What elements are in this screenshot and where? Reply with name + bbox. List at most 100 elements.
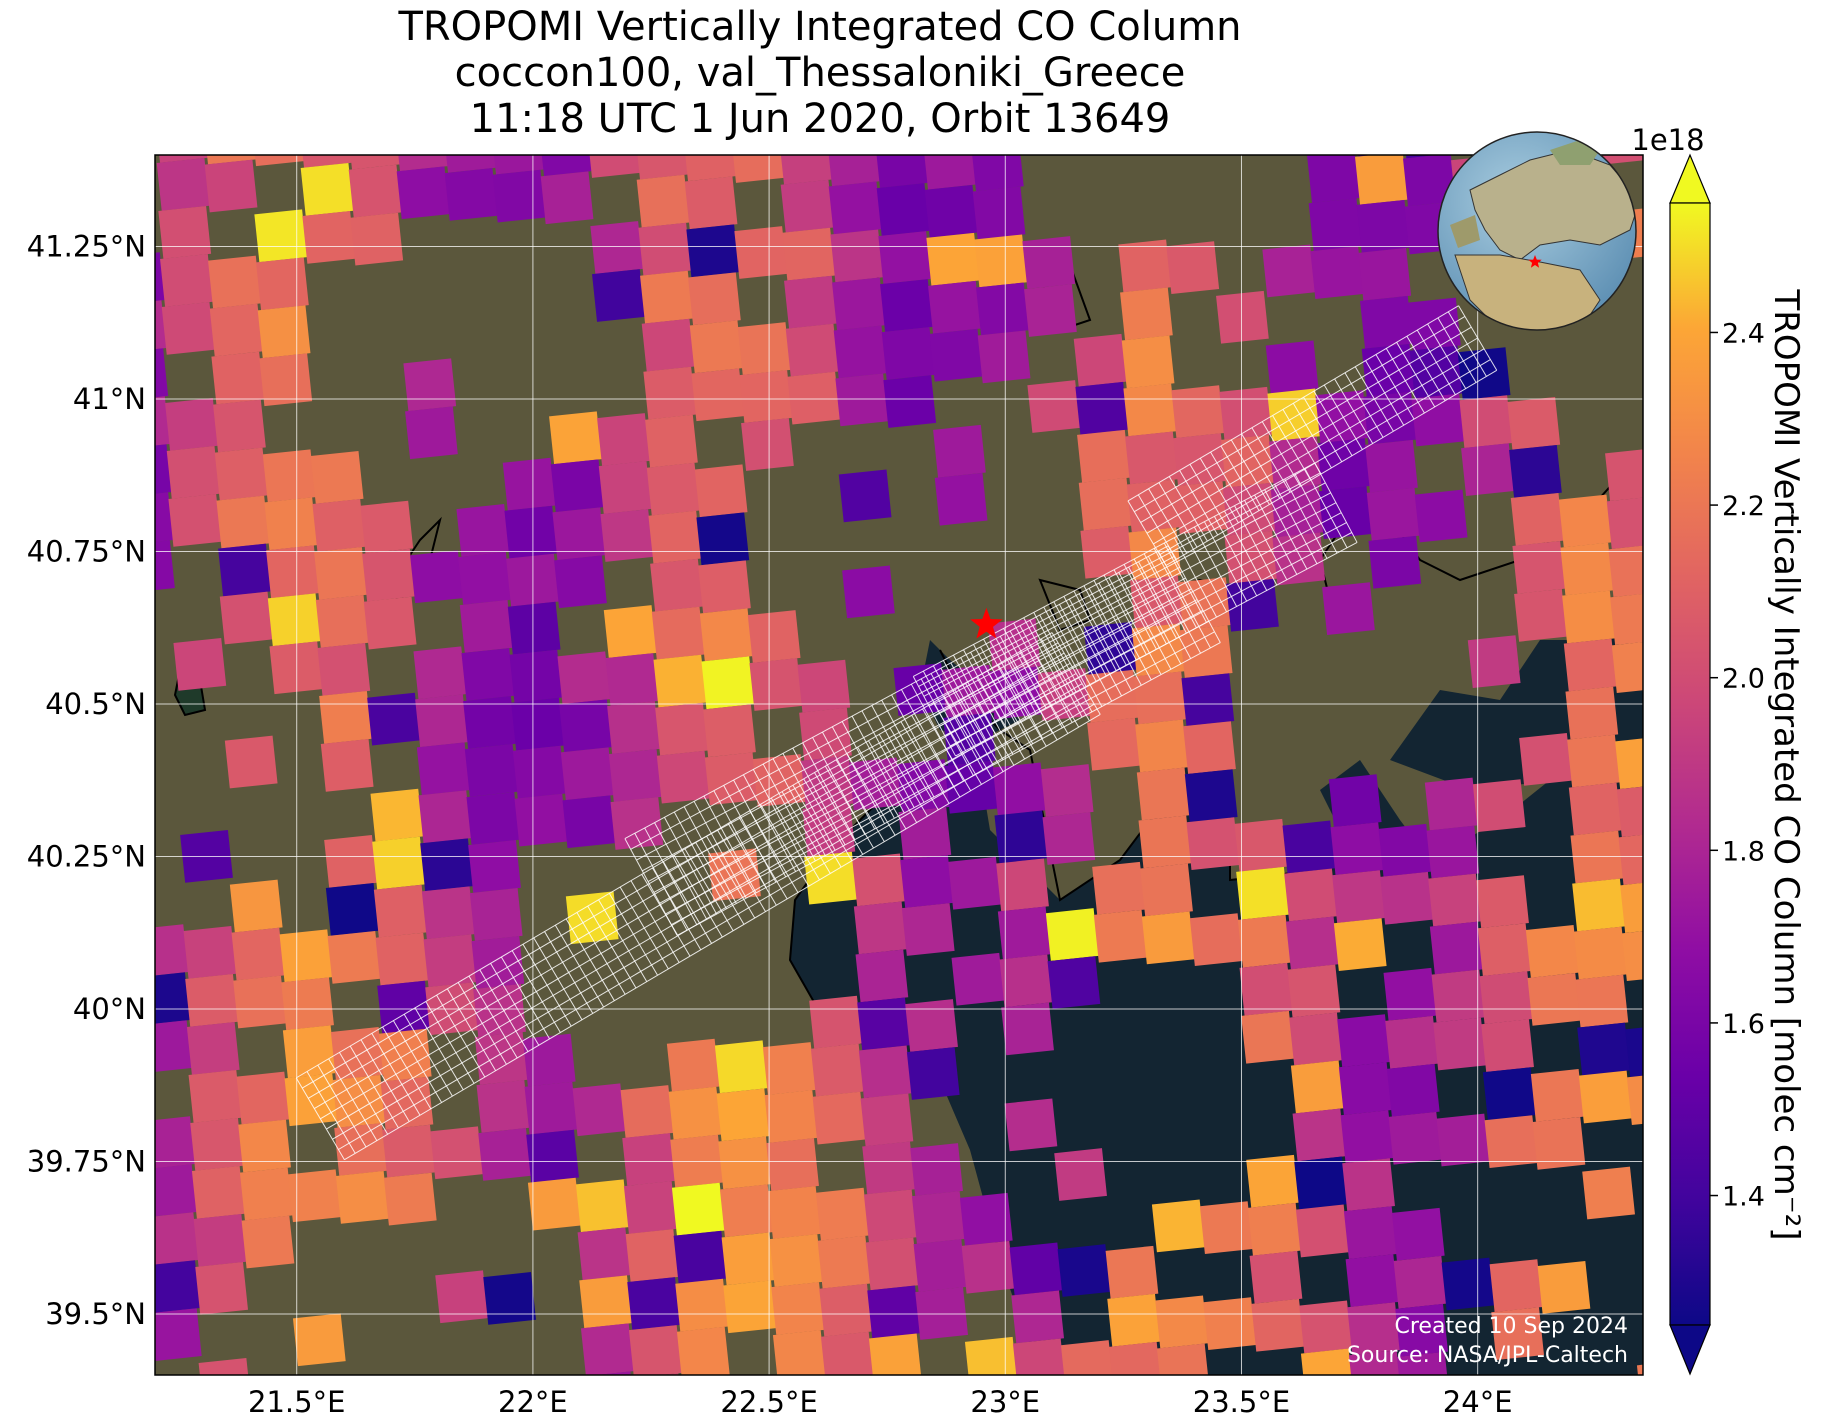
- footprint-line: [762, 763, 816, 862]
- co-pixel: [767, 1186, 821, 1239]
- co-pixel: [608, 749, 662, 802]
- co-pixel: [155, 300, 167, 354]
- co-pixel: [1457, 347, 1511, 401]
- co-pixel: [1388, 1111, 1442, 1165]
- co-pixel: [1610, 592, 1643, 646]
- lon-tick-label: 23°E: [970, 1385, 1040, 1419]
- co-pixel: [213, 399, 266, 453]
- co-pixel: [577, 1227, 631, 1281]
- footprint-line: [960, 657, 1014, 755]
- co-pixel: [1282, 820, 1336, 874]
- colorbar-gradient: [1669, 202, 1711, 1326]
- co-pixel: [598, 461, 652, 514]
- footprint-line: [634, 833, 688, 931]
- co-pixel: [749, 658, 803, 711]
- co-pixel: [559, 699, 612, 753]
- co-pixel: [557, 651, 611, 705]
- co-pixel: [716, 1088, 770, 1142]
- co-pixel: [976, 282, 1029, 336]
- co-pixel: [1403, 155, 1456, 207]
- co-pixel: [605, 653, 659, 706]
- co-pixel: [1075, 381, 1129, 435]
- co-pixel: [1360, 295, 1413, 349]
- co-pixel: [473, 984, 526, 1037]
- lat-tick-label: 41.25°N: [27, 230, 146, 264]
- co-pixel: [1615, 736, 1643, 790]
- footprint-line: [812, 737, 866, 835]
- co-pixel: [218, 543, 271, 597]
- co-pixel: [1332, 870, 1385, 923]
- footprint-line: [683, 806, 737, 904]
- footprint-line: [308, 652, 1065, 1099]
- co-pixel: [1575, 974, 1629, 1028]
- coccon-footprint-grid: [295, 305, 1498, 1161]
- co-pixel: [640, 270, 693, 324]
- co-pixel: [1078, 477, 1132, 531]
- co-pixel: [812, 1091, 866, 1145]
- co-pixel: [1568, 782, 1622, 836]
- co-pixel: [1004, 1098, 1058, 1152]
- co-pixel: [827, 155, 880, 187]
- title-line-1: TROPOMI Vertically Integrated CO Column: [398, 4, 1242, 50]
- co-pixel: [166, 445, 220, 499]
- co-pixel: [373, 884, 427, 938]
- co-pixel: [852, 853, 905, 907]
- co-pixel: [185, 973, 238, 1027]
- co-pixel: [239, 1167, 293, 1221]
- co-pixel: [1343, 1206, 1397, 1259]
- footprint-line: [703, 795, 757, 894]
- co-pixel: [186, 1021, 240, 1075]
- co-pixel: [881, 327, 935, 380]
- co-pixel: [330, 1027, 384, 1080]
- co-pixel: [554, 555, 607, 609]
- co-pixel: [1347, 1302, 1401, 1355]
- co-pixel: [1317, 438, 1370, 491]
- co-pixel: [714, 1040, 768, 1094]
- colorbar: 1.4 1.6 1.8 2.0 2.2 2.4 1e18 TROPOMI Vertical…: [1631, 123, 1806, 1376]
- co-pixel: [898, 807, 952, 860]
- footprint-line: [940, 667, 994, 766]
- co-pixel: [1221, 434, 1274, 488]
- co-pixel: [266, 545, 319, 599]
- co-pixel: [636, 174, 690, 228]
- title-line-2: coccon100, val_Thessaloniki_Greece: [454, 50, 1186, 96]
- co-pixel: [458, 552, 511, 605]
- co-pixel: [1027, 380, 1081, 433]
- co-pixel: [1009, 1242, 1063, 1296]
- co-pixel: [395, 155, 448, 172]
- co-pixel: [607, 701, 660, 754]
- co-pixel: [317, 643, 371, 696]
- co-pixel: [656, 750, 710, 804]
- co-pixel: [1294, 1156, 1347, 1210]
- co-pixel: [688, 272, 741, 326]
- co-pixel: [842, 565, 895, 619]
- co-pixel: [1184, 769, 1238, 822]
- co-pixel: [1299, 1300, 1353, 1354]
- co-pixel: [327, 931, 381, 984]
- co-pixel: [1527, 972, 1581, 1026]
- co-pixel: [104, 1403, 157, 1423]
- co-pixel: [312, 499, 366, 552]
- co-pixel: [319, 691, 372, 744]
- co-pixel: [628, 1325, 682, 1375]
- footprint-line: [928, 492, 1331, 707]
- co-pixel: [627, 1277, 681, 1330]
- co-pixel: [1295, 1204, 1349, 1258]
- footprint-line: [822, 731, 876, 830]
- co-pixel: [1318, 486, 1372, 539]
- graticule: [155, 155, 1643, 1375]
- co-pixel: [1171, 385, 1225, 438]
- co-pixel: [1620, 880, 1643, 934]
- co-pixel: [1467, 635, 1521, 689]
- co-pixel: [300, 163, 354, 216]
- co-pixel: [1565, 686, 1619, 740]
- co-pixel: [1138, 815, 1192, 869]
- co-pixel: [413, 646, 467, 700]
- co-pixel: [512, 745, 566, 799]
- co-pixel: [590, 221, 644, 274]
- co-pixel: [435, 1270, 489, 1324]
- co-pixel: [1265, 340, 1319, 394]
- co-pixel: [1181, 673, 1235, 726]
- co-pixel: [572, 1083, 626, 1137]
- co-pixel: [1140, 863, 1193, 917]
